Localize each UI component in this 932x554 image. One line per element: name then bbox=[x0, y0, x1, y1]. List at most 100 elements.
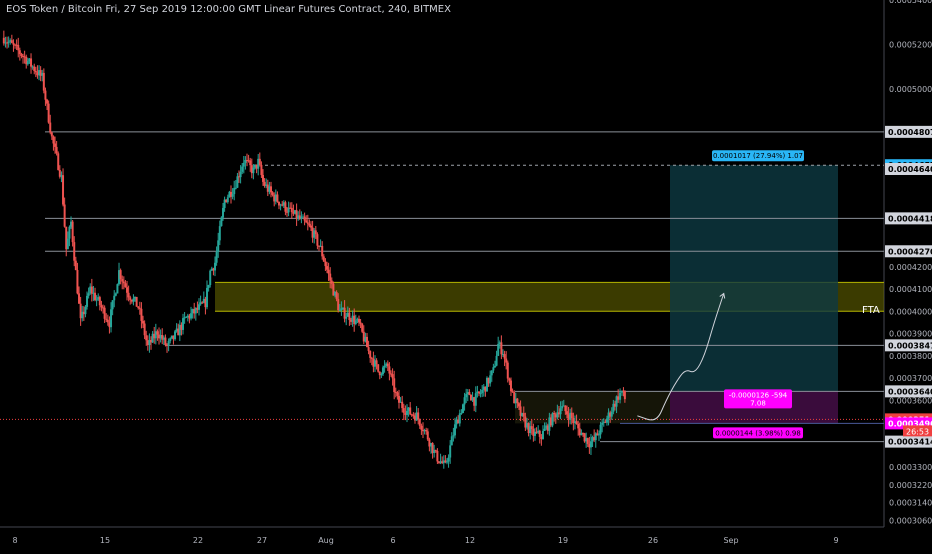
current-label-bg bbox=[713, 427, 803, 439]
candle-body bbox=[126, 287, 129, 293]
candle-body bbox=[316, 234, 319, 246]
candle-body bbox=[194, 307, 197, 314]
price-tick: 0.0004200 bbox=[889, 263, 932, 272]
candle-body bbox=[250, 165, 253, 174]
candle-body bbox=[372, 358, 375, 367]
candle-body bbox=[31, 66, 34, 68]
candle-body bbox=[22, 55, 25, 57]
candle-body bbox=[174, 331, 177, 340]
candle-body bbox=[94, 292, 97, 301]
candle-body bbox=[564, 405, 567, 412]
time-tick: 9 bbox=[833, 536, 838, 545]
candle-body bbox=[359, 322, 362, 324]
candle-body bbox=[286, 211, 289, 213]
projection-path bbox=[637, 293, 725, 421]
candle-body bbox=[410, 414, 413, 416]
candle-body bbox=[310, 225, 312, 228]
candle-body bbox=[469, 394, 472, 401]
candle-body bbox=[4, 42, 7, 44]
candle-body bbox=[41, 72, 44, 76]
candle-body bbox=[54, 143, 57, 147]
candle-body bbox=[78, 293, 81, 304]
candle-body bbox=[199, 302, 202, 305]
candle-body bbox=[190, 313, 193, 319]
candle-body bbox=[2, 37, 5, 44]
candle-body bbox=[621, 390, 623, 393]
candle-body bbox=[66, 238, 69, 250]
time-axis[interactable]: 8 15 22 27 Aug 6 12 19 26 Sep 9 bbox=[12, 536, 838, 545]
candle-body bbox=[118, 270, 121, 285]
candle-body bbox=[548, 417, 551, 431]
candle-body bbox=[178, 324, 181, 336]
candle-body bbox=[12, 42, 15, 45]
price-tick: 0.0003300 bbox=[889, 463, 932, 472]
zones-layer bbox=[215, 165, 884, 424]
candle-body bbox=[569, 412, 572, 420]
candle-body bbox=[461, 404, 464, 413]
candle-body bbox=[63, 204, 66, 227]
candle-body bbox=[252, 167, 255, 174]
candle-body bbox=[52, 136, 55, 144]
candle-body bbox=[477, 391, 480, 394]
candle-body bbox=[354, 320, 357, 325]
candle-body bbox=[154, 331, 157, 339]
candle-body bbox=[134, 296, 137, 299]
candle-body bbox=[591, 437, 594, 442]
candle-body bbox=[370, 357, 373, 359]
candle-body bbox=[148, 340, 151, 346]
candle-body bbox=[330, 280, 333, 284]
price-tag-level-bg bbox=[885, 245, 932, 258]
price-axis[interactable]: 0.0005400 0.0005200 0.0005000 0.0004640 0.00… bbox=[885, 0, 932, 525]
candle-body bbox=[209, 270, 212, 286]
candle-body bbox=[100, 305, 103, 308]
candle-body bbox=[561, 406, 564, 409]
candle-body bbox=[140, 308, 143, 321]
candle-body bbox=[348, 312, 351, 321]
candle-body bbox=[444, 460, 447, 463]
candle-body bbox=[417, 412, 420, 420]
candle-body bbox=[156, 331, 159, 335]
candle-body bbox=[605, 418, 608, 423]
candle-body bbox=[489, 375, 492, 384]
candle-body bbox=[593, 437, 596, 441]
candle-body bbox=[58, 169, 61, 177]
candle-body bbox=[388, 366, 391, 374]
candle-body bbox=[479, 393, 482, 395]
candle-body bbox=[335, 291, 338, 300]
candle-body bbox=[262, 174, 265, 182]
candle-body bbox=[622, 390, 625, 392]
candle-body bbox=[119, 270, 122, 280]
candle-body bbox=[509, 380, 512, 392]
candle-body bbox=[458, 413, 461, 424]
candle-body bbox=[282, 202, 285, 206]
candle-body bbox=[242, 162, 245, 167]
time-tick: 6 bbox=[390, 536, 395, 545]
candle-body bbox=[124, 283, 127, 288]
candle-body bbox=[503, 354, 506, 359]
candle-body bbox=[434, 450, 437, 452]
candle-body bbox=[284, 202, 287, 212]
candle-body bbox=[137, 306, 140, 308]
candle-body bbox=[135, 296, 138, 307]
candle-body bbox=[263, 181, 266, 186]
candle-body bbox=[138, 307, 141, 309]
price-tag-level: 0.0003414 bbox=[888, 438, 932, 447]
candle-body bbox=[553, 412, 556, 415]
candle-body bbox=[313, 230, 316, 238]
candle-body bbox=[198, 304, 201, 310]
price-tick: 0.0004000 bbox=[889, 307, 932, 316]
candle-body bbox=[325, 266, 328, 270]
candle-body bbox=[367, 347, 370, 351]
candle-body bbox=[302, 216, 305, 218]
candle-body bbox=[57, 153, 60, 170]
candle-body bbox=[364, 336, 367, 342]
candle-body bbox=[361, 323, 364, 332]
candle-body bbox=[588, 443, 591, 448]
candle-body bbox=[441, 461, 444, 464]
candle-body bbox=[466, 392, 469, 395]
candle-body bbox=[327, 269, 330, 274]
candle-body bbox=[295, 210, 298, 219]
candle-body bbox=[365, 336, 368, 348]
